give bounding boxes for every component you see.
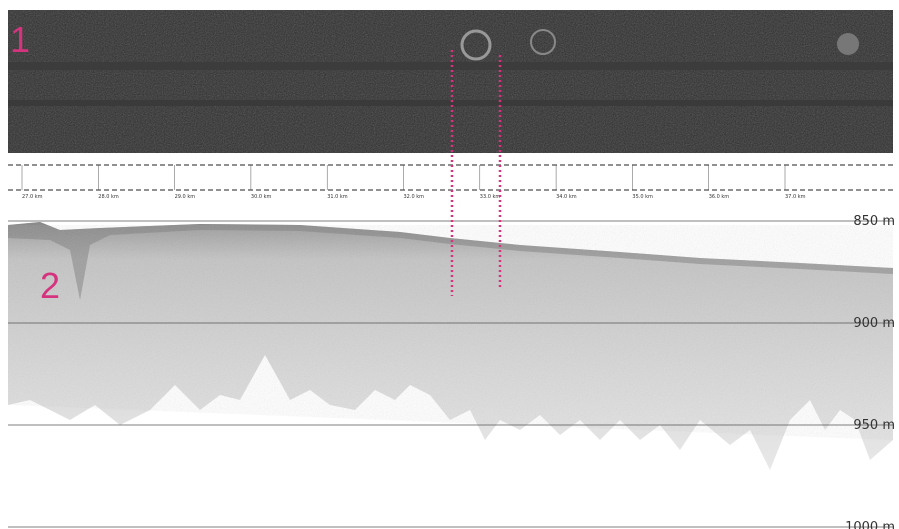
distance-label: 35.0 km bbox=[632, 194, 653, 200]
panel-label: 2 bbox=[40, 265, 60, 306]
depth-label: 950 m bbox=[853, 418, 895, 433]
distance-label: 30.0 km bbox=[251, 194, 272, 200]
figure: 1 27.0 km 28.0 km 29.0 km 30.0 km 31.0 km 32.… bbox=[0, 0, 899, 529]
distance-label: 27.0 km bbox=[22, 194, 43, 200]
distance-label: 34.0 km bbox=[556, 194, 577, 200]
distance-label: 36.0 km bbox=[709, 194, 730, 200]
distance-label: 37.0 km bbox=[785, 194, 806, 200]
distance-label: 29.0 km bbox=[175, 194, 196, 200]
distance-label: 28.0 km bbox=[98, 194, 119, 200]
distance-labels: 27.0 km 28.0 km 29.0 km 30.0 km 31.0 km 32.0 … bbox=[22, 165, 806, 200]
depth-label: 1000 m bbox=[845, 520, 895, 529]
panel-label: 1 bbox=[10, 19, 30, 60]
distance-label: 32.0 km bbox=[404, 194, 425, 200]
profile-panel: 2 bbox=[8, 222, 893, 470]
distance-label: 31.0 km bbox=[327, 194, 348, 200]
sidescan-panel: 1 bbox=[8, 10, 893, 153]
depth-label: 850 m bbox=[853, 214, 895, 229]
distance-label: 33.0 km bbox=[480, 194, 501, 200]
depth-label: 900 m bbox=[853, 316, 895, 331]
